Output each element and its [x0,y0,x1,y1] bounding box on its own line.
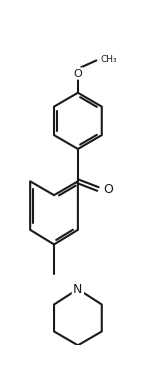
Text: O: O [74,69,82,78]
Text: N: N [73,282,83,296]
Text: O: O [103,182,113,196]
Text: CH₃: CH₃ [100,55,117,64]
